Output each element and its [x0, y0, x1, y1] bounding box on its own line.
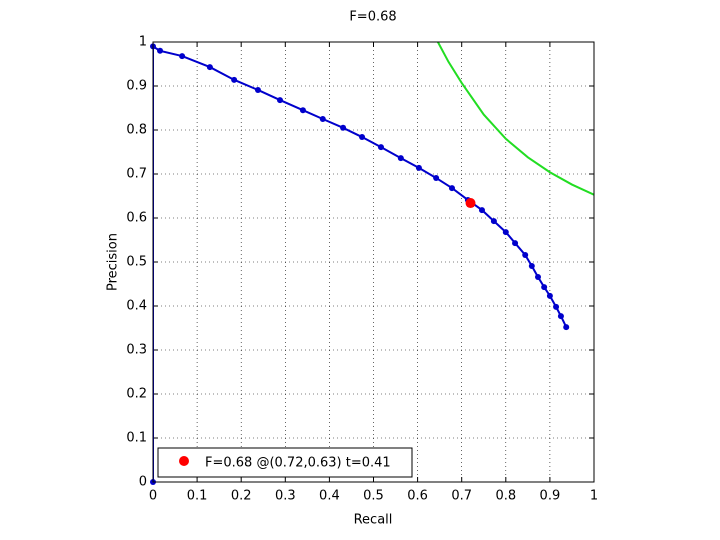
x-tick-label: 0 — [149, 489, 157, 504]
pr-point — [179, 53, 186, 60]
chart-title: F=0.68 — [349, 10, 396, 25]
y-tick-label: 0.5 — [126, 255, 147, 270]
pr-point — [359, 134, 366, 141]
pr-point — [502, 229, 509, 236]
y-tick-label: 0.3 — [126, 343, 147, 358]
x-tick-label: 0.3 — [275, 489, 296, 504]
iso-f-curve — [437, 42, 594, 196]
x-tick-label: 0.8 — [495, 489, 516, 504]
pr-point — [563, 324, 570, 331]
y-tick-label: 0 — [139, 475, 147, 490]
pr-point — [397, 155, 404, 162]
y-tick-label: 0.7 — [126, 167, 147, 182]
pr-point — [490, 218, 497, 225]
pr-point — [157, 47, 164, 54]
y-tick-label: 0.8 — [126, 123, 147, 138]
pr-point — [377, 144, 384, 151]
pr-point — [340, 124, 347, 131]
pr-point — [277, 97, 284, 104]
x-tick-label: 0.4 — [319, 489, 340, 504]
legend-marker — [179, 456, 189, 466]
legend-label: F=0.68 @(0.72,0.63) t=0.41 — [205, 456, 391, 471]
pr-point — [448, 185, 455, 192]
pr-point — [546, 292, 553, 299]
x-axis-label: Recall — [354, 513, 393, 528]
pr-point — [231, 76, 238, 83]
pr-point — [541, 284, 548, 291]
pr-point — [478, 207, 485, 214]
x-tick-label: 1 — [590, 489, 598, 504]
y-axis-label: Precision — [106, 233, 121, 291]
pr-point — [433, 174, 440, 181]
x-tick-label: 0.7 — [451, 489, 472, 504]
pr-point — [319, 116, 326, 122]
y-tick-label: 1 — [139, 35, 147, 50]
pr-point — [557, 313, 564, 320]
y-tick-label: 0.4 — [126, 299, 147, 314]
pr-point — [415, 164, 422, 171]
x-tick-label: 0.9 — [540, 489, 561, 504]
legend — [157, 447, 413, 478]
pr-point — [512, 240, 519, 247]
y-tick-label: 0.9 — [126, 79, 147, 94]
x-tick-label: 0.2 — [231, 489, 252, 504]
pr-point — [522, 251, 529, 258]
y-tick-label: 0.1 — [126, 431, 147, 446]
pr-point — [254, 86, 261, 93]
pr-point — [534, 273, 541, 280]
pr-point — [528, 262, 535, 269]
best-point — [465, 198, 476, 209]
pr-point — [299, 107, 306, 114]
plot-border — [152, 41, 595, 483]
pr-point — [206, 64, 213, 71]
x-tick-label: 0.6 — [407, 489, 428, 504]
y-tick-label: 0.6 — [126, 211, 147, 226]
pr-point — [553, 303, 560, 310]
x-tick-label: 0.1 — [187, 489, 208, 504]
y-tick-label: 0.2 — [126, 387, 147, 402]
x-tick-label: 0.5 — [363, 489, 384, 504]
